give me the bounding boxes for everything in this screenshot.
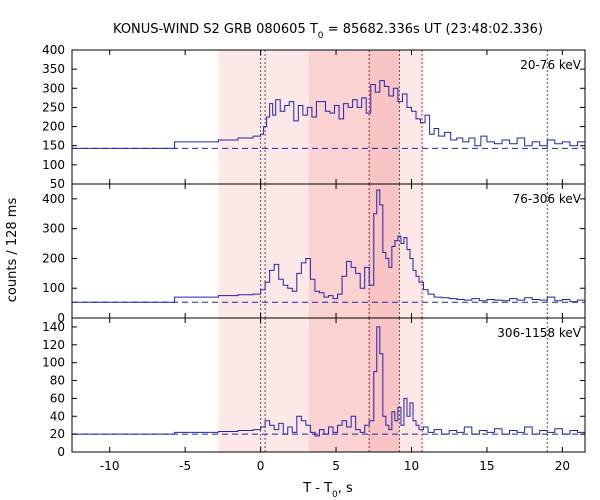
shaded-region-2-2 <box>369 318 400 452</box>
y-tick-label-2-5: 100 <box>42 356 65 370</box>
y-tick-label-1-4: 400 <box>42 192 65 206</box>
y-tick-label-1-0: 0 <box>57 311 65 325</box>
x-tick-label-4: 10 <box>404 459 419 473</box>
energy-band-label-2: 306-1158 keV <box>497 326 581 340</box>
x-tick-label-2: 0 <box>257 459 265 473</box>
energy-band-label-1: 76-306 keV <box>513 192 582 206</box>
x-tick-label-1: -5 <box>179 459 191 473</box>
y-tick-label-0-3: 200 <box>42 120 65 134</box>
shaded-region-0-2 <box>369 50 400 184</box>
y-tick-label-1-2: 200 <box>42 251 65 265</box>
y-tick-label-2-1: 20 <box>50 427 65 441</box>
count-rate-series-0 <box>72 80 585 149</box>
x-tick-label-3: 5 <box>332 459 340 473</box>
x-tick-label-0: -10 <box>100 459 120 473</box>
chart-title: KONUS-WIND S2 GRB 080605 T0 = 85682.336s… <box>113 22 543 41</box>
count-rate-series-1 <box>72 189 585 303</box>
y-tick-label-0-2: 150 <box>42 139 65 153</box>
y-tick-label-2-4: 80 <box>50 374 65 388</box>
y-tick-label-0-4: 250 <box>42 100 65 114</box>
energy-band-label-0: 20-76 keV <box>520 58 582 72</box>
x-tick-label-6: 20 <box>555 459 570 473</box>
shaded-region-1-2 <box>369 184 400 318</box>
y-tick-label-1-1: 100 <box>42 281 65 295</box>
y-axis-label: counts / 128 ms <box>5 198 20 303</box>
y-tick-label-0-7: 400 <box>42 43 65 57</box>
y-tick-label-0-1: 100 <box>42 158 65 172</box>
panel-frame-2 <box>71 317 586 453</box>
y-tick-label-0-0: 50 <box>50 177 65 191</box>
x-tick-label-5: 15 <box>479 459 494 473</box>
y-tick-label-0-6: 350 <box>42 62 65 76</box>
y-tick-label-2-6: 120 <box>42 338 65 352</box>
y-tick-label-0-5: 300 <box>42 81 65 95</box>
count-rate-series-2 <box>72 326 585 437</box>
y-tick-label-2-2: 40 <box>50 409 65 423</box>
x-axis-label: T - T0, s <box>302 481 353 500</box>
y-tick-label-2-0: 0 <box>57 445 65 459</box>
y-tick-label-2-7: 140 <box>42 320 65 334</box>
shaded-region-1-1 <box>308 184 370 318</box>
y-tick-label-2-3: 60 <box>50 391 65 405</box>
y-tick-label-1-3: 300 <box>42 222 65 236</box>
